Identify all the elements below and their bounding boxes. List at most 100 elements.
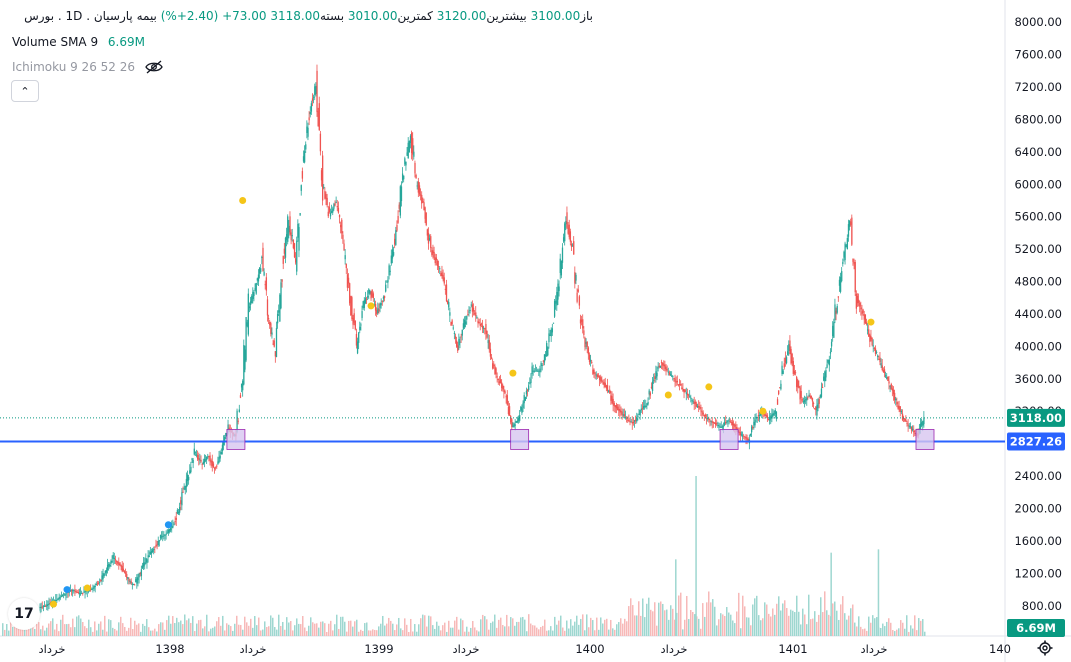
x-tick-label: 1400 <box>575 642 604 656</box>
candle-body <box>862 309 864 313</box>
chevron-up-icon: ⌃ <box>20 84 30 98</box>
candle-body <box>816 404 818 416</box>
candle-body <box>901 413 904 420</box>
candle-body <box>266 299 269 316</box>
volume-bar <box>138 623 140 636</box>
ichimoku-label[interactable]: Ichimoku 9 26 52 26 <box>12 60 135 74</box>
candle-body <box>208 456 210 458</box>
volume-bar <box>698 618 700 636</box>
collapse-legend-button[interactable]: ⌃ <box>11 80 39 102</box>
x-tick-label: 1398 <box>155 642 184 656</box>
candle-body <box>548 333 550 343</box>
candle-body <box>147 555 149 558</box>
candle-body <box>344 255 346 260</box>
volume-bar <box>664 610 666 636</box>
volume-bar <box>726 607 728 636</box>
volume-bar <box>670 605 672 636</box>
candle-body <box>158 540 161 542</box>
candle-body <box>749 433 752 436</box>
volume-bar <box>68 623 70 636</box>
candle-body <box>396 224 398 231</box>
candle-body <box>726 421 728 423</box>
volume-bar <box>428 615 430 636</box>
candle-body <box>606 385 609 391</box>
gear-icon[interactable] <box>1037 640 1053 656</box>
candle-body <box>621 411 623 415</box>
candle-body <box>376 310 378 314</box>
candle-body <box>497 379 499 381</box>
candle-body <box>779 387 781 389</box>
candle-body <box>118 563 120 566</box>
volume-bar <box>592 620 594 636</box>
candle-body <box>883 369 886 374</box>
volume-bar <box>790 609 792 636</box>
volume-bar <box>174 623 176 636</box>
volume-bar <box>488 629 490 636</box>
volume-bar <box>222 615 224 636</box>
tradingview-logo[interactable]: 17 <box>8 598 40 630</box>
candle-body <box>434 257 436 264</box>
candle-body <box>149 552 152 555</box>
candle-body <box>409 135 412 144</box>
candle-body <box>54 600 56 602</box>
candle-body <box>297 223 299 238</box>
candle-body <box>780 383 782 390</box>
candle-body <box>56 599 58 601</box>
candle-body <box>253 292 255 297</box>
volume-label[interactable]: Volume SMA 9 <box>12 35 99 49</box>
volume-bar <box>674 619 676 636</box>
volume-bar <box>576 615 578 636</box>
candle-body <box>154 546 156 548</box>
signal-box-marker <box>510 429 530 450</box>
candle-body <box>626 417 628 419</box>
candle-body <box>847 224 850 237</box>
volume-bar <box>338 628 340 636</box>
volume-bar <box>520 617 522 636</box>
candle-body <box>174 521 176 523</box>
candle-body <box>841 271 843 282</box>
candle-body <box>653 379 655 381</box>
candle-body <box>494 365 496 374</box>
volume-price-tag: 6.69M <box>1016 621 1056 635</box>
candle-body <box>493 364 495 366</box>
candle-body <box>284 237 287 258</box>
candle-body <box>609 389 611 394</box>
candle-body <box>751 426 753 433</box>
volume-bar <box>268 626 270 636</box>
volume-bar <box>156 631 158 636</box>
candle-body <box>427 232 430 244</box>
eye-hidden-icon[interactable] <box>145 60 163 74</box>
symbol-name[interactable]: بیمه پارسیان . 1D . بورس <box>24 9 157 23</box>
volume-bar <box>130 617 132 636</box>
volume-bar <box>352 626 354 636</box>
candle-body <box>386 281 388 283</box>
candle-body <box>350 296 352 316</box>
candle-body <box>650 386 653 388</box>
volume-bar <box>568 628 570 636</box>
candle-body <box>365 298 368 300</box>
candle-body <box>73 590 75 592</box>
candle-body <box>582 319 584 329</box>
candle-body <box>877 355 879 357</box>
candle-body <box>890 384 892 390</box>
candle-body <box>142 562 145 567</box>
volume-bar <box>246 622 248 636</box>
candle-body <box>237 420 239 422</box>
volume-bar <box>314 623 316 636</box>
candle-body <box>452 327 454 329</box>
volume-bar <box>184 614 186 636</box>
candle-body <box>705 418 708 420</box>
candle-body <box>469 309 471 311</box>
volume-bar <box>600 617 602 636</box>
volume-bar <box>680 592 682 636</box>
candle-body <box>315 85 317 94</box>
volume-bar <box>566 620 568 636</box>
candle-body <box>201 464 203 466</box>
candle-body <box>758 415 761 417</box>
candle-body <box>121 565 123 572</box>
candle-body <box>207 456 209 458</box>
candle-body <box>591 361 593 364</box>
candle-body <box>189 470 191 474</box>
